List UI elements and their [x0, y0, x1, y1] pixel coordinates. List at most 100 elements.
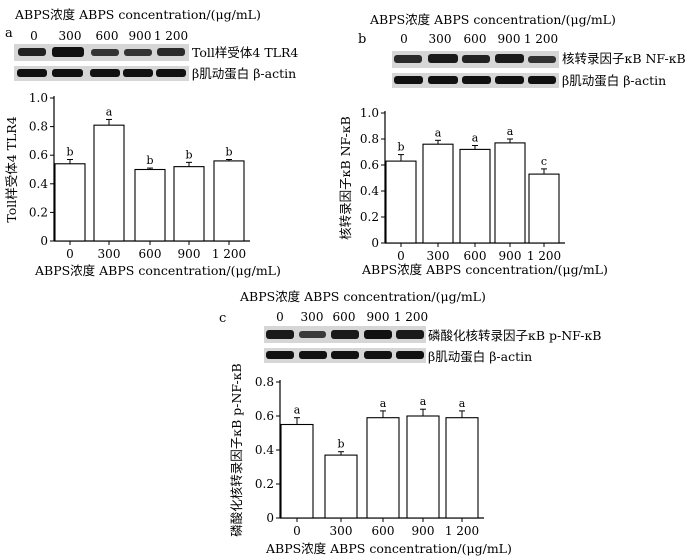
panel-c-conc-label: 900: [367, 310, 390, 324]
significance-letter: a: [435, 126, 442, 139]
panel-b: ABPS浓度 ABPS concentration/(μg/mL) b 0 30…: [338, 12, 686, 277]
blot-band: [364, 351, 392, 359]
blot-band: [528, 56, 556, 63]
blot-band: [52, 47, 84, 57]
panel-c-conc-label: 300: [301, 310, 324, 324]
bar: [366, 417, 400, 519]
bar: [422, 143, 454, 244]
blot-band: [124, 49, 152, 56]
panel-b-blot-nfkb: [392, 51, 559, 68]
y-tick-label: 0.6: [255, 409, 274, 423]
significance-letter: b: [146, 154, 153, 167]
panel-c-conc-label: 1 200: [394, 310, 428, 324]
x-tick-label: 900: [499, 249, 522, 263]
blot-band: [266, 351, 294, 359]
y-tick-label: 0.6: [29, 148, 48, 162]
panel-c-letter: c: [219, 311, 226, 326]
significance-letter: b: [66, 145, 73, 158]
x-tick-label: 600: [372, 524, 395, 538]
panel-a: ABPS浓度 ABPS concentration/(μg/mL) a 0 30…: [4, 7, 298, 278]
blot-band: [266, 330, 294, 339]
blot-band: [528, 76, 556, 84]
blot-band: [396, 330, 424, 339]
significance-letter: a: [507, 125, 514, 138]
y-tick-label: 0.2: [29, 205, 48, 219]
bar: [173, 166, 205, 242]
panel-a-conc-label: 900: [129, 29, 152, 43]
y-tick-label: 0.8: [255, 375, 274, 389]
bar: [445, 417, 479, 519]
bar: [280, 423, 314, 519]
bar: [213, 160, 245, 242]
x-tick-label: 1 200: [445, 524, 479, 538]
x-tick-label: 1 200: [212, 247, 246, 261]
blot-band: [364, 330, 392, 339]
panel-b-letter: b: [358, 32, 366, 47]
blot-band: [156, 69, 186, 77]
panel-b-blot-label-actin: β肌动蛋白 β-actin: [562, 73, 666, 88]
significance-letter: b: [397, 141, 404, 154]
panel-a-conc-label: 600: [96, 29, 119, 43]
blot-band: [495, 76, 524, 84]
x-tick-label: 1 200: [527, 249, 561, 263]
panel-c-blot-actin: [264, 348, 426, 363]
panel-c-blot-label-actin: β肌动蛋白 β-actin: [428, 349, 532, 364]
significance-letter: a: [459, 397, 466, 410]
blot-band: [299, 351, 327, 359]
x-tick-label: 600: [464, 249, 487, 263]
blot-band: [331, 351, 359, 359]
significance-letter: a: [294, 404, 301, 417]
panel-c-conc-title: ABPS浓度 ABPS concentration/(μg/mL): [239, 289, 486, 304]
significance-letter: a: [472, 132, 479, 145]
x-tick-label: 300: [427, 249, 450, 263]
significance-letter: b: [337, 438, 344, 451]
blot-band: [52, 69, 83, 77]
y-tick-label: 0.8: [29, 120, 48, 134]
blot-band: [18, 48, 46, 56]
y-tick-label: 0.6: [360, 158, 379, 172]
y-tick-label: 0.4: [360, 184, 379, 198]
blot-band: [91, 49, 119, 56]
panel-b-conc-title: ABPS浓度 ABPS concentration/(μg/mL): [369, 12, 616, 27]
x-tick-label: 300: [98, 247, 121, 261]
x-tick-label: 900: [412, 524, 435, 538]
blot-band: [462, 55, 490, 63]
bar: [54, 163, 86, 242]
blot-band: [428, 54, 458, 63]
significance-letter: a: [420, 395, 427, 408]
x-tick-label: 0: [66, 247, 74, 261]
y-axis-title: 核转录因子κB NF-κB: [338, 116, 353, 240]
panel-c-conc-label: 600: [333, 310, 356, 324]
x-tick-label: 0: [293, 524, 301, 538]
panel-a-conc-label: 0: [30, 29, 38, 43]
panel-b-conc-label: 300: [429, 32, 452, 46]
blot-band: [428, 76, 458, 84]
chart-tlr4: 0 0.2 0.4 0.6 0.8 1.0 b 0 a 300 b 600 b 900 b 1 200 ABPS…: [4, 91, 281, 278]
blot-band: [331, 330, 359, 339]
panel-b-conc-label: 600: [464, 32, 487, 46]
chart-nfkb: 0 0.2 0.4 0.6 0.8 1.0 b 0 a 300 a 600 a 900 c 1 200ABPS…: [338, 106, 608, 277]
y-tick-label: 1.0: [29, 91, 48, 105]
blot-band: [394, 55, 422, 63]
blot-band: [495, 54, 524, 63]
blot-band: [396, 351, 424, 359]
panel-b-conc-label: 0: [400, 32, 408, 46]
y-tick-label: 0.2: [360, 210, 379, 224]
chart-pnfkb: 0 0.2 0.4 0.6 0.8 a 0 b 300 a 600 a 900 a 1 200 ABPS浓度 …: [229, 363, 512, 556]
panel-a-conc-title: ABPS浓度 ABPS concentration/(μg/mL): [14, 7, 261, 22]
panel-b-conc-label: 1 200: [524, 32, 558, 46]
panel-c-conc-label: 0: [276, 310, 284, 324]
significance-letter: b: [225, 145, 232, 158]
y-tick-label: 0.2: [255, 477, 274, 491]
panel-b-blot-actin: [392, 73, 559, 88]
bar: [134, 168, 166, 242]
blot-band: [123, 69, 153, 77]
blot-band: [299, 331, 326, 338]
blot-band: [394, 76, 423, 84]
x-tick-label: 0: [397, 249, 405, 263]
panel-c-blot-label-target: 磷酸化核转录因子κB p-NF-κB: [428, 328, 601, 343]
significance-letter: c: [541, 155, 547, 168]
panel-b-blot-label-target: 核转录因子κB NF-κB: [562, 51, 686, 66]
y-tick-label: 1.0: [360, 106, 379, 120]
